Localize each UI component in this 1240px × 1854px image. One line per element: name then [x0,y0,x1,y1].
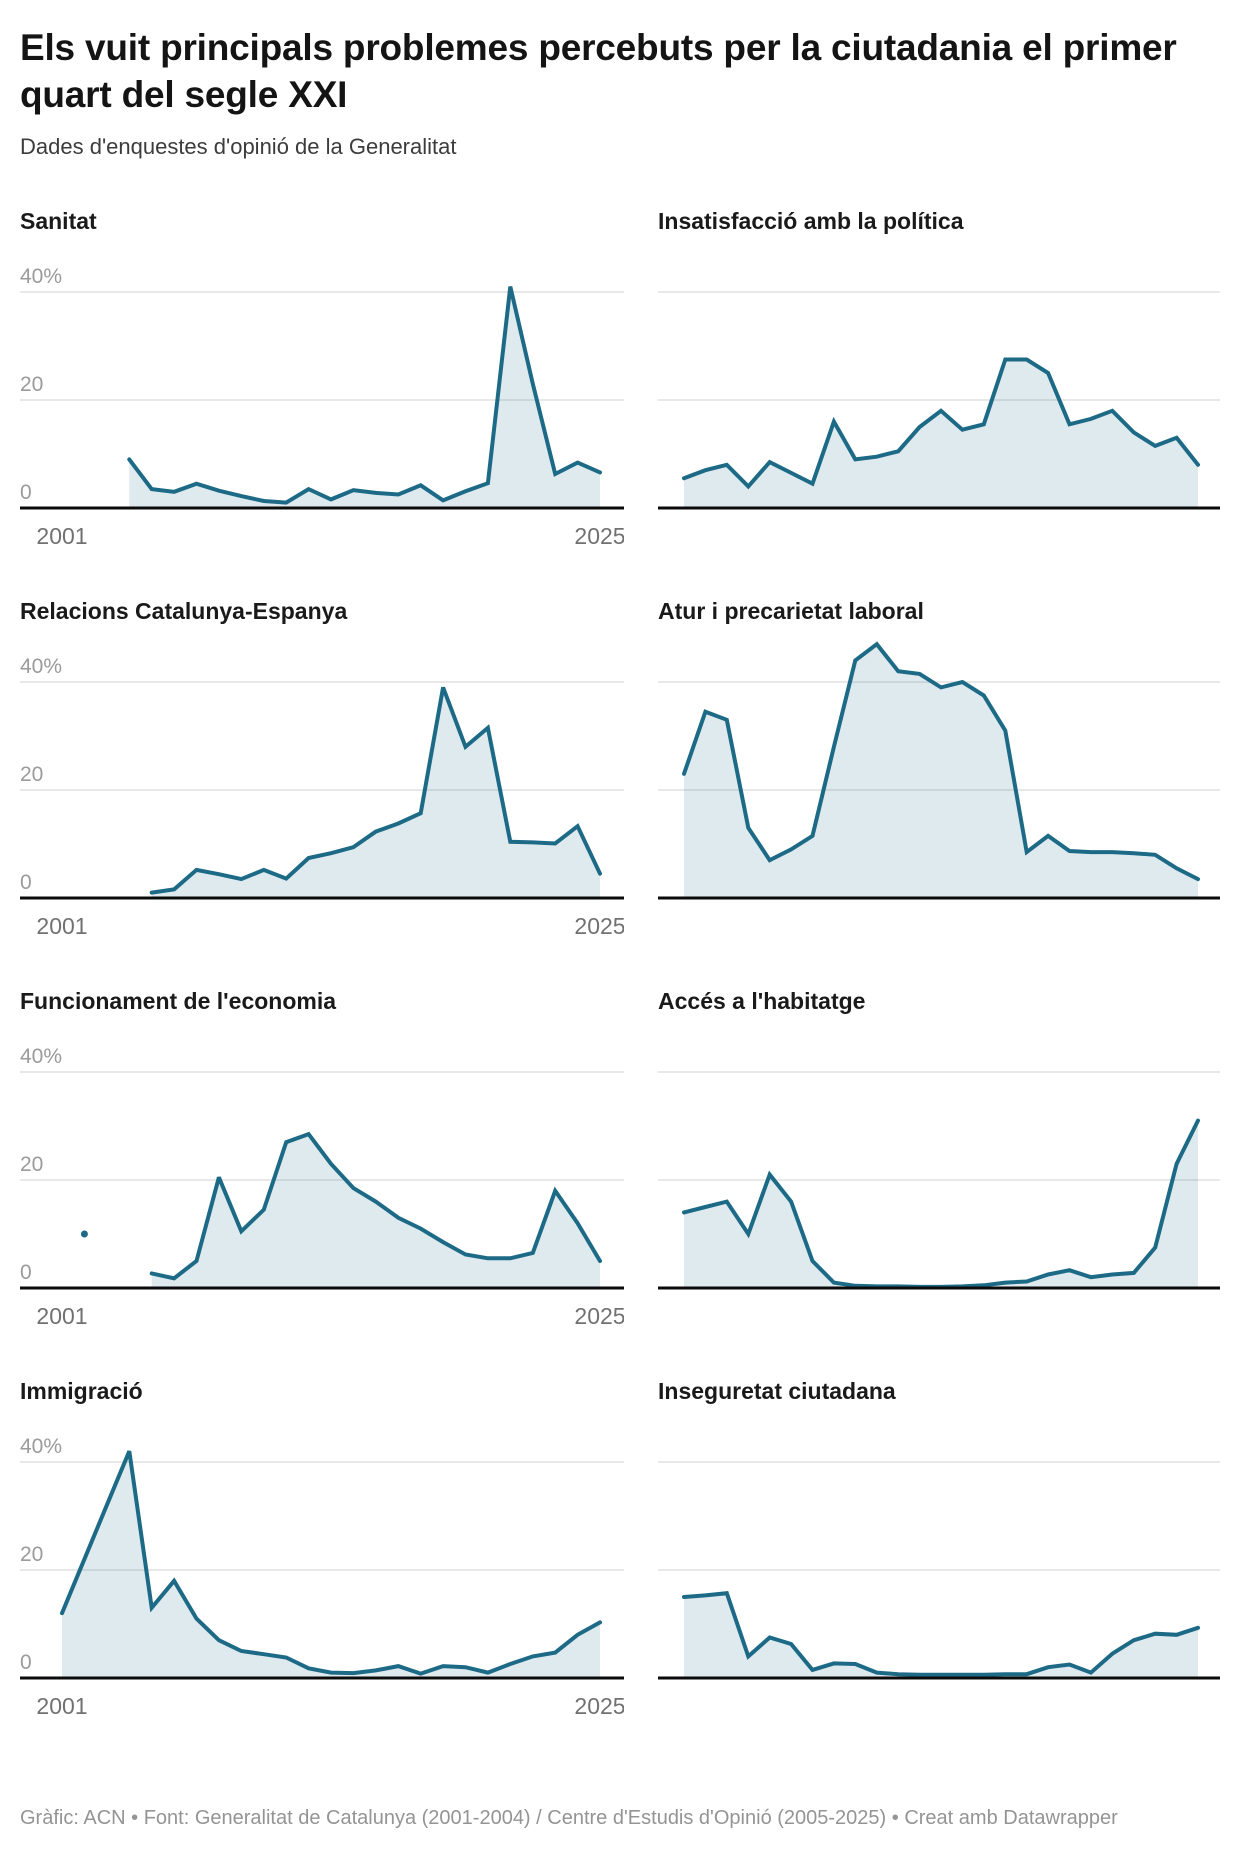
mini-chart-panel: Insatisfacció amb la política [658,206,1220,596]
series-line [682,357,1200,490]
y-tick-label: 0 [20,871,32,894]
x-tick-label-end: 2025 [574,1693,624,1719]
page-subtitle: Dades d'enquestes d'opinió de la General… [20,134,457,159]
x-tick-label-end: 2025 [574,913,624,939]
chart-title: Funcionament de l'economia [20,988,337,1014]
y-tick-label: 40% [20,655,62,678]
series-line [127,286,602,505]
mini-chart-panel: Atur i precarietat laboral [658,596,1220,986]
series-area [684,644,1198,898]
x-tick-label-start: 2001 [36,1693,87,1719]
y-tick-label: 20 [20,1153,43,1176]
mini-chart-panel: Funcionament de l'economia 40% 20 0 2001 202… [20,986,624,1376]
chart-title: Accés a l'habitatge [658,988,866,1014]
series-area [684,1120,1198,1288]
y-tick-label: 40% [20,1045,62,1068]
y-tick-label: 40% [20,1435,62,1458]
y-tick-label: 20 [20,1543,43,1566]
y-tick-label: 40% [20,265,62,288]
chart-plot [658,1071,1220,1290]
x-tick-label-end: 2025 [574,523,624,549]
series-line [149,1131,602,1281]
mini-chart-panel: Immigració 40% 20 0 2001 2025 [20,1376,624,1766]
x-tick-label-start: 2001 [36,1303,87,1329]
header: Els vuit principals problemes percebuts … [20,24,1220,160]
mini-chart-panel: Relacions Catalunya-Espanya 40% 20 0 2001 20… [20,596,624,986]
chart-plot [658,641,1220,900]
chart-title: Relacions Catalunya-Espanya [20,598,348,624]
series-area [129,286,601,508]
series-area [684,1593,1198,1678]
chart-title: Atur i precarietat laboral [658,598,924,624]
series-line [682,641,1200,882]
series-area [62,1451,600,1678]
chart-title: Insatisfacció amb la política [658,208,964,234]
mini-chart-panel: Inseguretat ciutadana [658,1376,1220,1766]
y-tick-label: 0 [20,1651,32,1674]
series-area [151,687,600,898]
mini-chart-panel: Sanitat 40% 20 0 2001 2025 [20,206,624,596]
y-tick-label: 0 [20,481,32,504]
charts-grid: Sanitat 40% 20 0 2001 2025 Insatisfacció amb… [20,206,1220,1766]
series-area [151,1134,600,1288]
chart-title: Immigració [20,1378,143,1404]
y-tick-label: 20 [20,763,43,786]
y-tick-label: 0 [20,1261,32,1284]
series-area [684,359,1198,508]
x-tick-label-start: 2001 [36,523,87,549]
series-line [149,686,602,895]
footer-credit: Gràfic: ACN • Font: Generalitat de Catal… [20,1807,1118,1829]
series-line [682,1591,1200,1677]
chart-plot [658,1461,1220,1680]
chart-title: Inseguretat ciutadana [658,1378,896,1404]
mini-chart-panel: Accés a l'habitatge [658,986,1220,1376]
chart-title: Sanitat [20,208,97,234]
isolated-data-point [80,1230,88,1238]
x-tick-label-end: 2025 [574,1303,624,1329]
series-line [60,1450,602,1676]
chart-page: Els vuit principals problemes percebuts … [0,24,1240,1766]
y-tick-label: 20 [20,373,43,396]
x-tick-label-start: 2001 [36,913,87,939]
page-title: Els vuit principals problemes percebuts … [20,27,1177,115]
footer: Gràfic: ACN • Font: Generalitat de Catal… [20,1806,1220,1830]
chart-plot [658,291,1220,510]
